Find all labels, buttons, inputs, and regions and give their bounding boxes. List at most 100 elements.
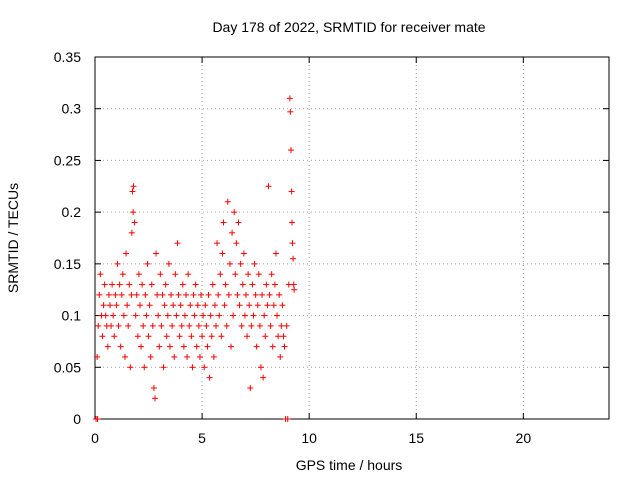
data-point — [200, 312, 207, 319]
data-point — [241, 312, 248, 319]
data-point — [113, 302, 120, 309]
y-axis-label: SRMTID / TECUs — [5, 183, 21, 293]
data-point — [163, 333, 170, 340]
data-point — [198, 291, 205, 298]
data-point — [172, 271, 179, 278]
data-point — [266, 291, 273, 298]
data-point — [219, 250, 226, 257]
data-point — [251, 260, 258, 267]
data-point — [242, 291, 249, 298]
data-point — [160, 364, 167, 371]
data-point — [179, 281, 186, 288]
data-point — [202, 302, 209, 309]
data-point — [272, 250, 279, 257]
data-point — [130, 209, 137, 216]
plot-frame — [94, 56, 610, 420]
data-point — [286, 95, 293, 102]
data-point — [250, 312, 257, 319]
data-point — [146, 302, 153, 309]
data-point — [116, 281, 123, 288]
data-point — [135, 271, 142, 278]
data-point — [248, 322, 255, 329]
data-point — [174, 240, 181, 247]
data-point — [233, 240, 240, 247]
data-point — [120, 312, 127, 319]
data-point — [118, 291, 125, 298]
data-point — [279, 302, 286, 309]
data-point — [133, 291, 140, 298]
data-point — [193, 343, 200, 350]
data-point — [227, 343, 234, 350]
data-point — [149, 322, 156, 329]
data-point — [126, 281, 133, 288]
data-point — [278, 322, 285, 329]
data-point — [95, 322, 102, 329]
data-point — [221, 302, 228, 309]
data-point — [210, 353, 217, 360]
data-point — [204, 343, 211, 350]
data-point — [268, 271, 275, 278]
data-point — [192, 281, 199, 288]
data-point — [144, 260, 151, 267]
data-point — [183, 291, 190, 298]
data-point — [207, 312, 214, 319]
data-point — [130, 183, 137, 190]
data-point — [196, 353, 203, 360]
data-point — [217, 271, 224, 278]
data-point — [206, 374, 213, 381]
data-point — [181, 312, 188, 319]
data-point — [276, 291, 283, 298]
data-point — [253, 343, 260, 350]
data-point — [136, 302, 143, 309]
data-point — [254, 302, 261, 309]
data-point — [252, 291, 259, 298]
data-point — [267, 322, 274, 329]
data-point — [262, 333, 269, 340]
data-point — [176, 333, 183, 340]
data-point — [150, 384, 157, 391]
data-point — [158, 322, 165, 329]
data-point — [100, 302, 107, 309]
data-point — [96, 291, 103, 298]
data-point — [170, 302, 177, 309]
data-point — [173, 312, 180, 319]
data-point — [134, 333, 141, 340]
data-point — [131, 219, 138, 226]
data-point — [161, 302, 168, 309]
data-point — [110, 312, 117, 319]
data-point — [180, 343, 187, 350]
data-point — [245, 271, 252, 278]
data-point — [201, 364, 208, 371]
data-point — [238, 322, 245, 329]
data-point — [271, 281, 278, 288]
data-points — [93, 95, 298, 422]
data-point — [236, 302, 243, 309]
data-point — [208, 333, 215, 340]
data-point — [215, 291, 222, 298]
data-point — [165, 260, 172, 267]
data-point — [128, 291, 135, 298]
data-point — [289, 219, 296, 226]
y-tick-label: 0.15 — [54, 256, 81, 272]
data-point — [94, 416, 101, 422]
data-point — [230, 312, 237, 319]
data-point — [102, 312, 109, 319]
data-point — [123, 250, 130, 257]
data-point — [129, 188, 136, 195]
data-point — [224, 198, 231, 205]
data-point — [287, 147, 294, 154]
data-point — [178, 322, 185, 329]
data-point — [114, 260, 121, 267]
data-point — [117, 343, 124, 350]
data-point — [231, 209, 238, 216]
data-point — [213, 322, 220, 329]
data-point — [275, 333, 282, 340]
data-point — [222, 281, 229, 288]
data-point — [211, 302, 218, 309]
data-point — [156, 343, 163, 350]
data-point — [244, 333, 251, 340]
data-point — [290, 255, 297, 262]
data-point — [226, 260, 233, 267]
y-tick-label: 0 — [73, 411, 81, 427]
x-tick-label: 20 — [516, 430, 532, 446]
